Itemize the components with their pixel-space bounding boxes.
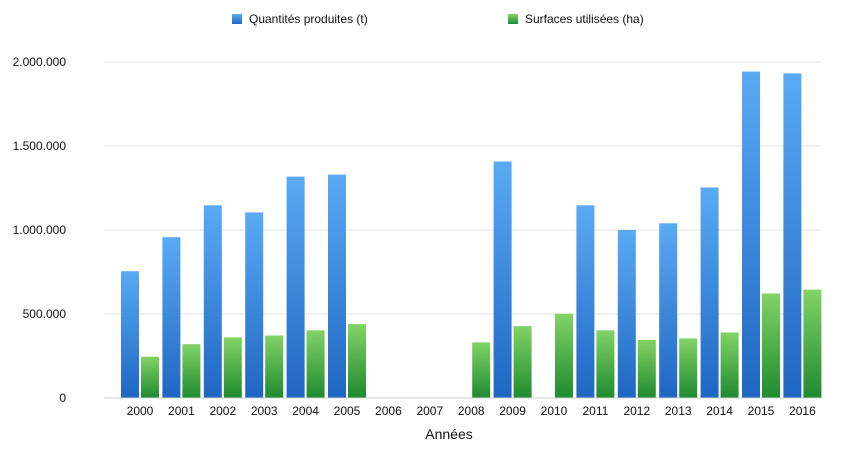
- bar-surfaces-2012: [637, 340, 656, 398]
- bar-quantites-2009: [493, 161, 512, 398]
- x-tick-label: 2011: [582, 404, 608, 418]
- legend-label-surfaces: Surfaces utilisées (ha): [525, 12, 644, 26]
- x-tick-label: 2013: [665, 404, 692, 418]
- x-tick-label: 2000: [127, 404, 154, 418]
- x-tick-label: 2015: [748, 404, 775, 418]
- bar-quantites-2004: [286, 176, 305, 398]
- bar-surfaces-2003: [265, 335, 284, 398]
- bar-quantites-2015: [742, 71, 760, 398]
- x-axis-tick-labels: 2000 2001 2002 2003 2004 2005 2006 2007 2008 2009…: [127, 404, 816, 418]
- bar-quantites-2012: [617, 230, 636, 398]
- x-axis-title: Années: [425, 426, 472, 442]
- legend-label-quantites: Quantités produites (t): [249, 12, 368, 26]
- x-tick-label: 2016: [789, 404, 816, 418]
- bar-surfaces-2015: [762, 293, 780, 398]
- y-tick-label: 1.000.000: [13, 223, 67, 237]
- bar-surfaces-2001: [182, 344, 201, 398]
- y-axis-tick-labels: 0 500.000 1.000.000 1.500.000 2.000.000: [13, 55, 67, 405]
- bar-surfaces-2005: [348, 324, 366, 398]
- bar-surfaces-2013: [679, 338, 698, 398]
- bar-surfaces-2002: [223, 337, 242, 398]
- bar-surfaces-2010: [555, 313, 573, 398]
- legend: Quantités produites (t) Surfaces utilisé…: [232, 12, 644, 26]
- bar-quantites-2013: [659, 223, 678, 398]
- x-tick-label: 2008: [458, 404, 485, 418]
- x-tick-label: 2014: [706, 404, 733, 418]
- bar-quantites-2001: [162, 237, 181, 398]
- bar-quantites-2003: [245, 212, 264, 398]
- x-tick-label: 2002: [209, 404, 236, 418]
- legend-swatch-surfaces: [508, 14, 518, 24]
- bar-surfaces-2008: [472, 342, 491, 398]
- x-tick-label: 2012: [623, 404, 650, 418]
- y-tick-label: 500.000: [23, 307, 67, 321]
- bar-quantites-2011: [576, 205, 595, 398]
- bar-quantites-2005: [328, 174, 346, 398]
- bar-surfaces-2004: [306, 330, 325, 398]
- bar-surfaces-2000: [141, 356, 159, 398]
- x-tick-label: 2001: [168, 404, 195, 418]
- bar-surfaces-2016: [803, 289, 822, 398]
- x-tick-label: 2006: [375, 404, 402, 418]
- y-tick-label: 0: [59, 391, 66, 405]
- y-tick-label: 1.500.000: [13, 139, 67, 153]
- bar-quantites-2016: [783, 73, 802, 399]
- x-tick-label: 2010: [541, 404, 568, 418]
- x-tick-label: 2004: [292, 404, 319, 418]
- bar-quantites-2014: [700, 187, 719, 398]
- bar-quantites-2000: [121, 271, 139, 398]
- x-tick-label: 2005: [334, 404, 361, 418]
- x-tick-label: 2003: [251, 404, 278, 418]
- y-tick-label: 2.000.000: [13, 55, 67, 69]
- bar-surfaces-2011: [596, 330, 615, 398]
- legend-swatch-quantites: [232, 14, 242, 24]
- bar-quantites-2002: [203, 205, 222, 398]
- bar-surfaces-2009: [513, 326, 532, 398]
- x-tick-label: 2009: [499, 404, 526, 418]
- bars: [121, 71, 822, 399]
- x-tick-label: 2007: [416, 404, 443, 418]
- bar-surfaces-2014: [720, 332, 739, 398]
